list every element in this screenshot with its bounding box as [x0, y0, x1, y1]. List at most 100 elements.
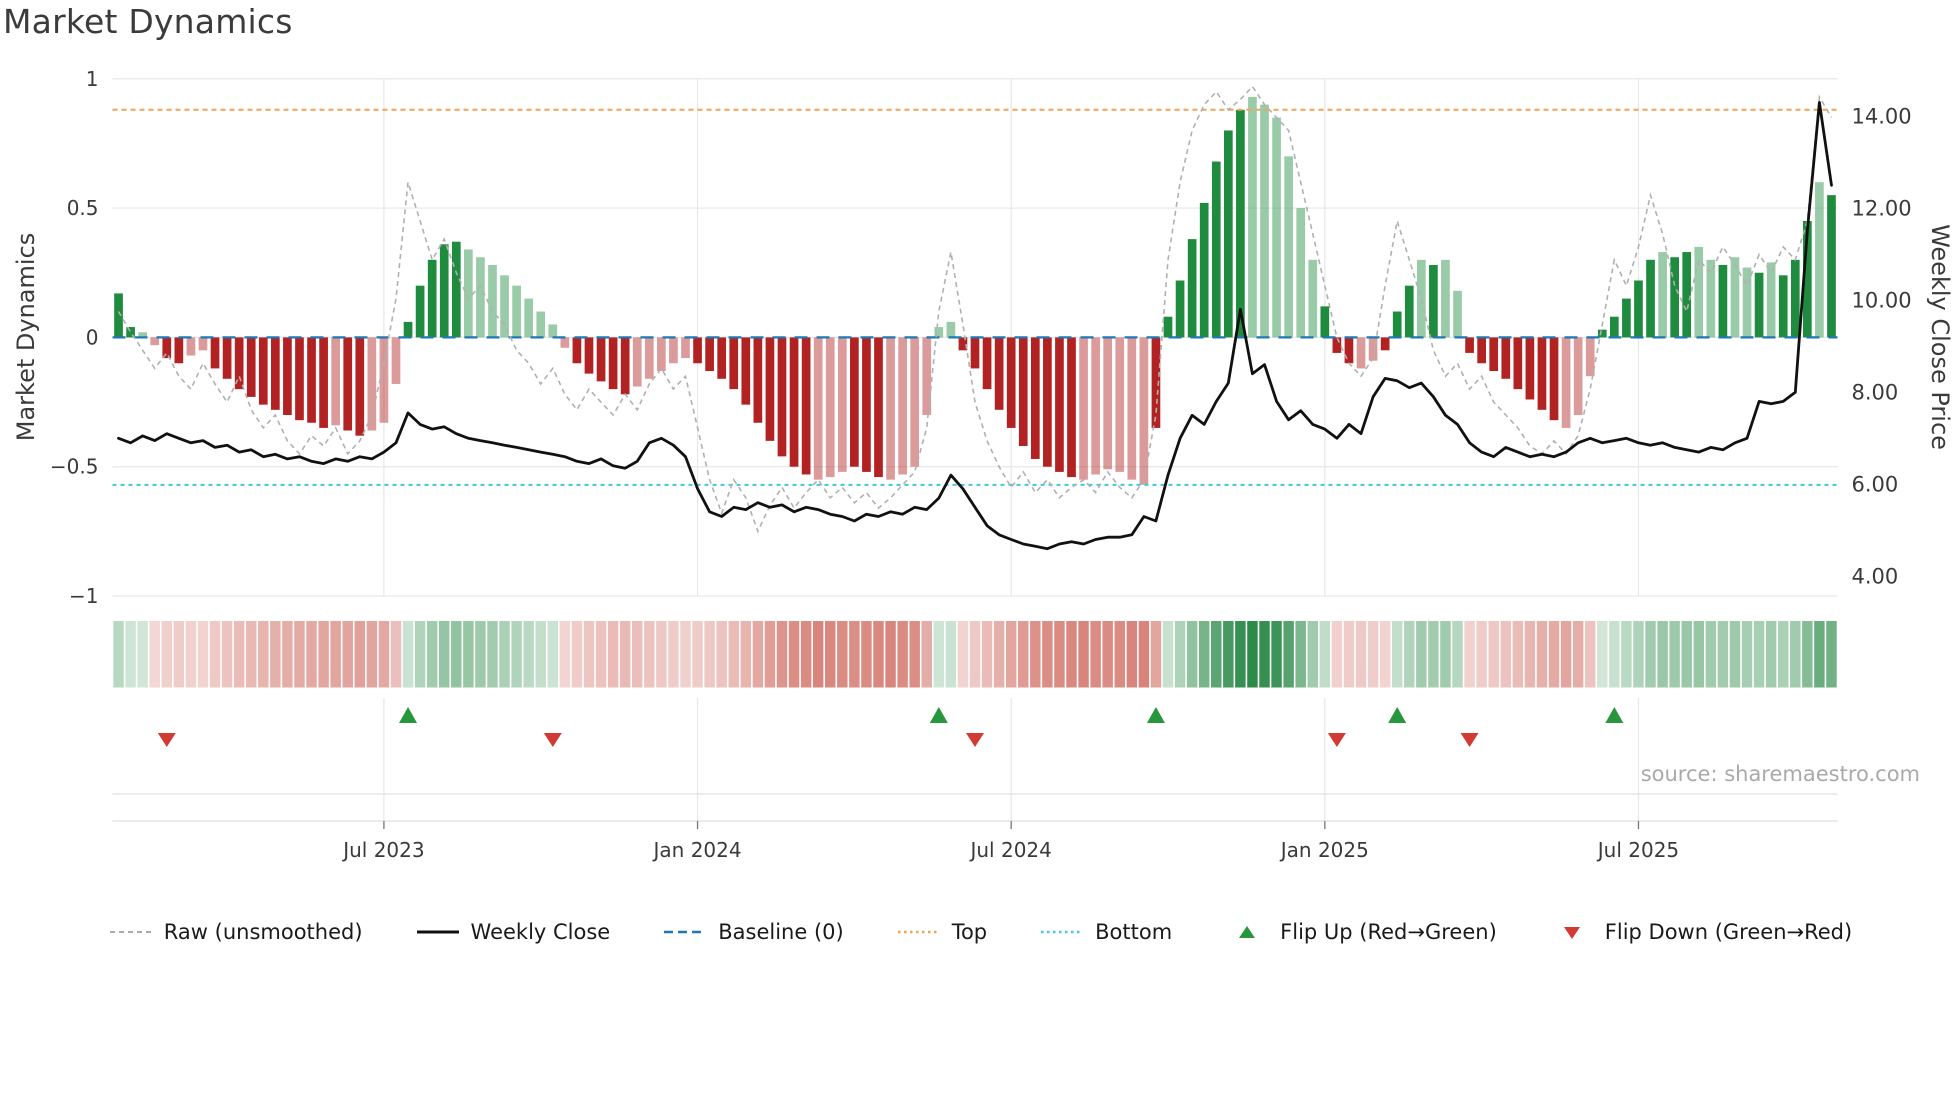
heat-cell [933, 621, 945, 688]
bar [1163, 316, 1173, 338]
heat-cell [1343, 621, 1355, 688]
bar [1513, 337, 1523, 390]
right-tick-label: 4.00 [1852, 564, 1899, 588]
flip-down-triangle-icon [1327, 733, 1346, 747]
bar [1030, 337, 1040, 459]
bar [825, 337, 835, 478]
heat-cell [1030, 621, 1041, 688]
heat-cell [595, 621, 607, 688]
bar [1827, 195, 1836, 338]
bar [1018, 337, 1028, 447]
flip-up-triangle-icon [1146, 707, 1165, 723]
bar [1706, 259, 1716, 338]
bar [307, 337, 316, 423]
heat-cell [788, 621, 800, 688]
bar [681, 337, 690, 359]
bar [114, 293, 123, 338]
heat-cell [1138, 621, 1150, 688]
heat-cell [1211, 621, 1222, 688]
bar [1296, 208, 1306, 338]
heat-cell [414, 621, 426, 688]
bar [1079, 337, 1088, 480]
bar [837, 337, 847, 472]
heat-cell [571, 621, 583, 688]
heat-cell [728, 621, 739, 688]
bar [222, 337, 232, 379]
heat-cell [1440, 621, 1451, 688]
bar [1404, 285, 1414, 338]
bar [910, 337, 920, 467]
bar [1320, 306, 1330, 338]
bar [1754, 272, 1764, 338]
heat-cell [245, 621, 257, 688]
tri-down-red-icon [1563, 927, 1580, 939]
bar [451, 241, 461, 338]
bar [198, 337, 208, 351]
bar [476, 257, 485, 338]
flip-down-markers [157, 733, 1479, 747]
dash-gray-icon [109, 931, 152, 933]
heat-cell [185, 621, 197, 688]
heat-cell [692, 621, 703, 688]
heat-cell [1078, 621, 1089, 688]
bar [415, 285, 425, 338]
heat-cell [1790, 621, 1801, 688]
bar [234, 337, 244, 390]
bar [1272, 117, 1281, 338]
heat-cell [1500, 621, 1511, 688]
heat-cell [221, 621, 233, 688]
heat-cell [1717, 621, 1729, 688]
heat-cell [873, 621, 884, 688]
right-tick-label: 10.00 [1852, 288, 1912, 312]
bar [789, 337, 799, 467]
heat-cell [137, 621, 148, 688]
heat-cell [1765, 621, 1777, 688]
heat-cell [1777, 621, 1789, 688]
heat-cell [812, 621, 824, 688]
heat-cell [969, 621, 981, 688]
bar [1597, 329, 1607, 338]
right-tick-labels: 14.00 12.00 10.00 8.00 6.00 4.00 [1852, 104, 1912, 588]
heat-cell [1452, 621, 1463, 688]
bar [1525, 337, 1535, 400]
heat-cell [1331, 621, 1343, 688]
bar [1260, 104, 1269, 338]
heat-cell [837, 621, 848, 688]
heat-cell [125, 621, 136, 688]
heat-cell [1174, 621, 1186, 688]
bar [150, 337, 160, 346]
heat-cell [511, 621, 522, 688]
heat-cell [1005, 621, 1017, 688]
heat-cell [704, 621, 715, 688]
heat-cell [547, 621, 559, 688]
legend-label: Flip Up (Red→Green) [1280, 920, 1497, 944]
left-tick-label: −1 [69, 584, 98, 608]
bar [246, 337, 256, 397]
heat-cell [499, 621, 510, 688]
heat-cell [668, 621, 679, 688]
page-title: Market Dynamics [3, 2, 293, 41]
bar [1742, 267, 1752, 338]
heat-cell [487, 621, 498, 688]
dot-cyan-icon [1041, 930, 1084, 934]
bar [1477, 337, 1486, 364]
heat-cell [607, 621, 619, 688]
bar [331, 337, 341, 426]
flip-down-triangle-icon [543, 733, 562, 747]
heat-cell [535, 621, 546, 688]
bar [1308, 259, 1318, 338]
bar [1429, 264, 1438, 338]
heat-cell [945, 621, 957, 688]
flip-down-triangle-icon [157, 733, 176, 747]
heat-cell [113, 621, 124, 688]
bar [753, 337, 763, 423]
heat-cell [463, 621, 474, 688]
heat-cell [1102, 621, 1113, 688]
heat-cell [849, 621, 860, 688]
heat-cell [1054, 621, 1065, 688]
bar [210, 337, 220, 369]
right-tick-label: 14.00 [1852, 104, 1912, 128]
heat-cell [1379, 621, 1391, 688]
heat-cell [1295, 621, 1306, 688]
heat-cell [402, 621, 414, 688]
